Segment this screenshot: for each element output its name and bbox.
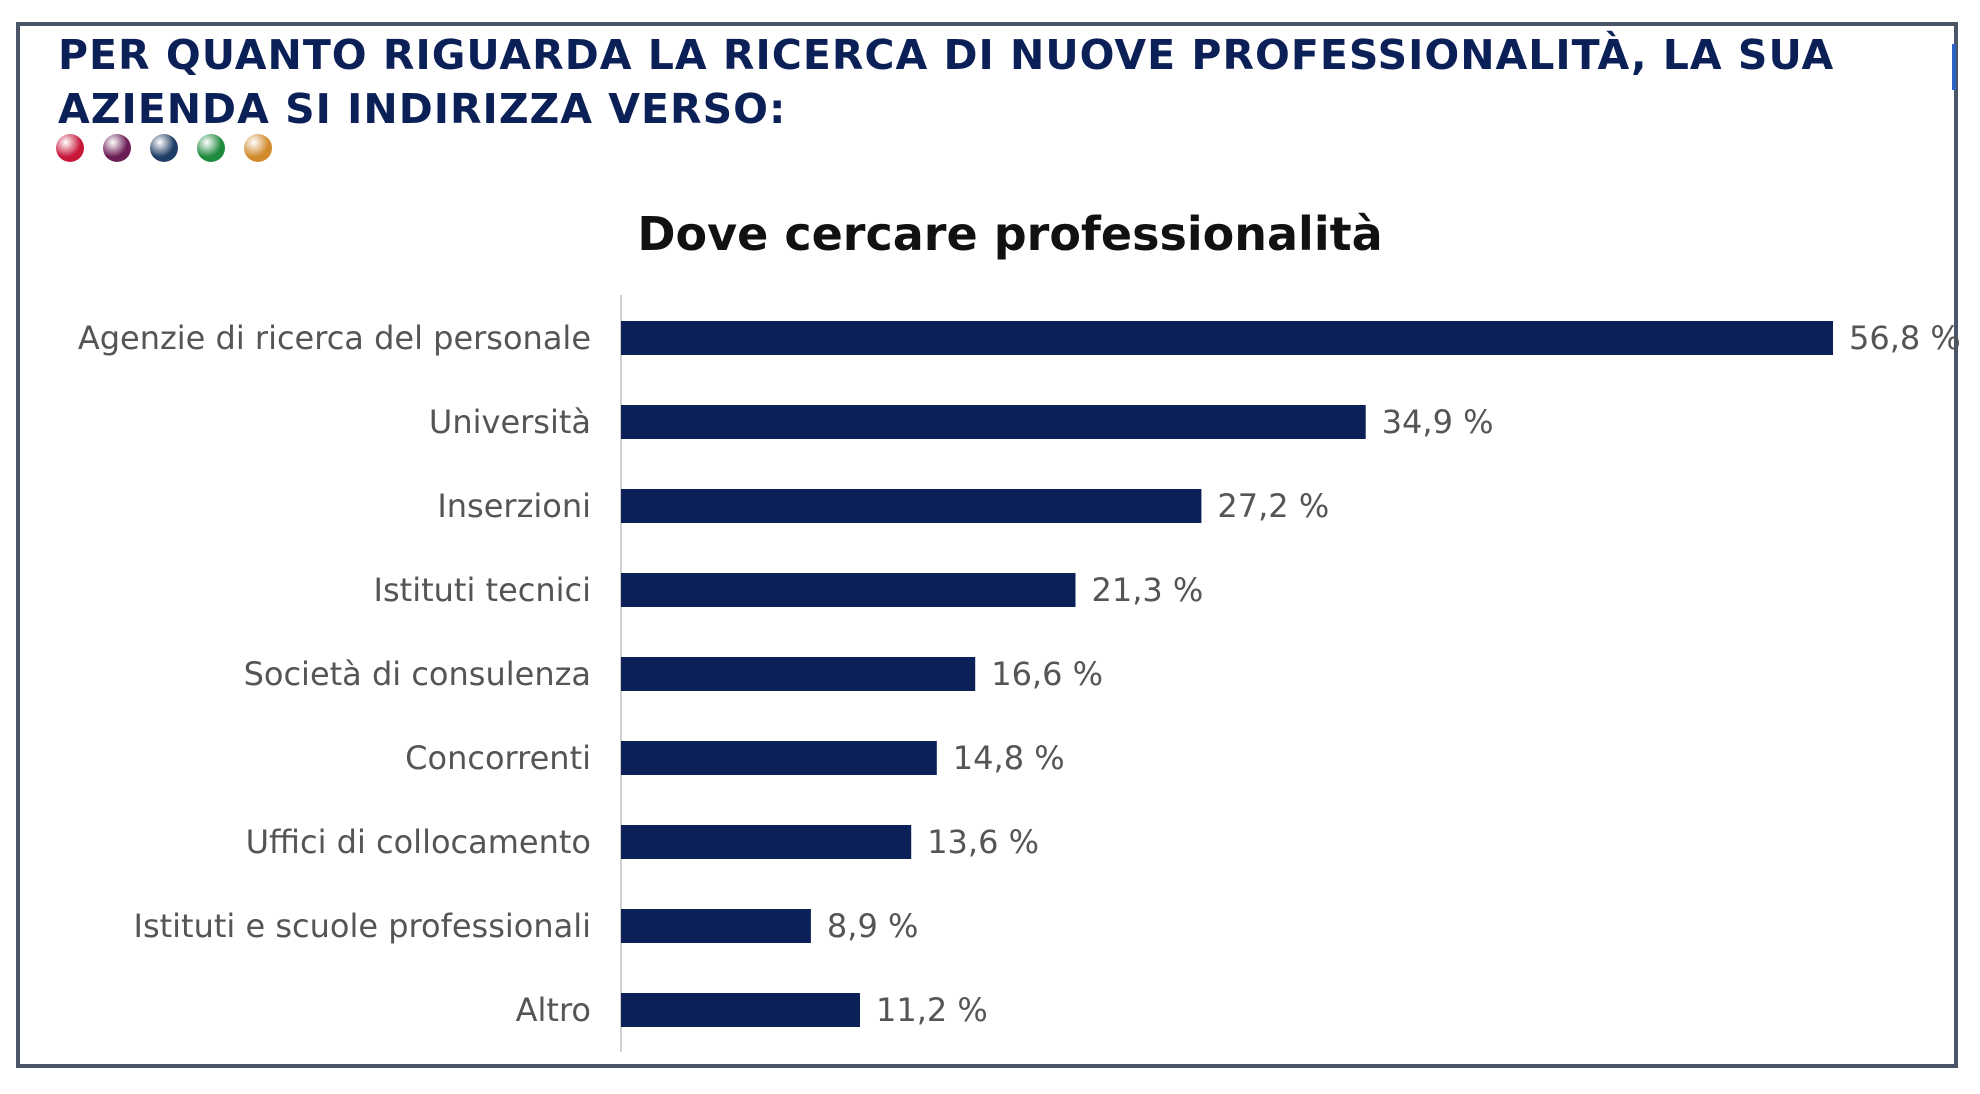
category-label: Società di consulenza — [244, 655, 591, 693]
data-label: 14,8 % — [953, 739, 1065, 777]
data-label: 27,2 % — [1217, 487, 1329, 525]
bar — [621, 405, 1366, 439]
decorative-dots — [56, 134, 272, 164]
data-label: 13,6 % — [927, 823, 1039, 861]
decorative-dot — [197, 134, 225, 162]
category-label: Altro — [516, 991, 591, 1029]
category-label: Istituti tecnici — [374, 571, 591, 609]
decorative-dot — [103, 134, 131, 162]
data-label: 16,6 % — [991, 655, 1103, 693]
bar — [621, 993, 860, 1027]
bar — [621, 741, 937, 775]
bar — [621, 573, 1076, 607]
edge-accent — [1952, 44, 1956, 90]
page-title: PER QUANTO RIGUARDA LA RICERCA DI NUOVE … — [58, 31, 1835, 133]
chart-title: Dove cercare professionalità — [637, 207, 1382, 261]
bar — [621, 909, 811, 943]
bars: Agenzie di ricerca del personale 56,8 % Un… — [78, 319, 1961, 1029]
data-label: 21,3 % — [1092, 571, 1204, 609]
bar — [621, 489, 1202, 523]
decorative-dot — [244, 134, 272, 162]
category-label: Concorrenti — [405, 739, 591, 777]
decorative-dot — [150, 134, 178, 162]
slide-frame — [16, 22, 1958, 1068]
category-label: Inserzioni — [437, 487, 591, 525]
data-label: 56,8 % — [1849, 319, 1961, 357]
bar — [621, 825, 912, 859]
category-label: Istituti e scuole professionali — [134, 907, 592, 945]
category-label: Uffici di collocamento — [246, 823, 591, 861]
data-label: 34,9 % — [1382, 403, 1494, 441]
category-label: Agenzie di ricerca del personale — [78, 319, 591, 357]
category-label: Università — [429, 403, 591, 441]
bar — [621, 321, 1833, 355]
data-label: 8,9 % — [827, 907, 918, 945]
bar — [621, 657, 976, 691]
decorative-dot — [56, 134, 84, 162]
data-label: 11,2 % — [876, 991, 988, 1029]
